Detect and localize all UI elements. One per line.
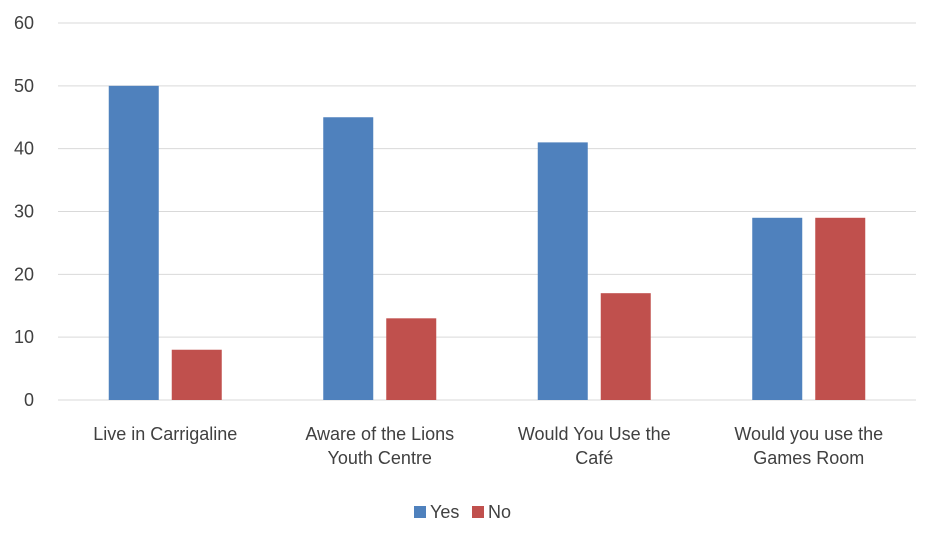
y-tick-label: 0 xyxy=(24,390,34,410)
x-category-label: Aware of the Lions Youth Centre xyxy=(305,424,454,468)
x-category-label: Would You Use the Café xyxy=(518,424,671,468)
y-tick-label: 60 xyxy=(14,13,34,33)
bar-no-3 xyxy=(815,217,866,400)
bar-yes-0 xyxy=(108,85,159,400)
bar-yes-1 xyxy=(323,117,374,400)
y-tick-label: 50 xyxy=(14,76,34,96)
bar-yes-2 xyxy=(537,142,588,400)
bar-no-1 xyxy=(386,318,437,400)
y-tick-label: 30 xyxy=(14,202,34,222)
gridlines xyxy=(58,22,916,401)
y-tick-label: 40 xyxy=(14,139,34,159)
legend-label: No xyxy=(488,502,511,522)
legend-label: Yes xyxy=(430,502,459,522)
x-category-label: Live in Carrigaline xyxy=(93,424,237,444)
y-tick-label: 20 xyxy=(14,264,34,284)
y-tick-label: 10 xyxy=(14,327,34,347)
bar-no-2 xyxy=(600,293,651,400)
y-axis-ticks: 0 10 20 30 40 50 60 xyxy=(14,13,34,410)
bar-yes-3 xyxy=(752,217,803,400)
legend-swatch xyxy=(414,506,426,518)
legend-item-no: No xyxy=(472,502,511,522)
bar-no-0 xyxy=(171,349,222,400)
bars xyxy=(108,85,866,400)
legend-item-yes: Yes xyxy=(414,502,459,522)
legend: Yes No xyxy=(414,502,511,522)
legend-swatch xyxy=(472,506,484,518)
x-axis-categories: Live in Carrigaline Aware of the Lions You… xyxy=(93,424,883,468)
x-category-label: Would you use the Games Room xyxy=(734,424,883,468)
